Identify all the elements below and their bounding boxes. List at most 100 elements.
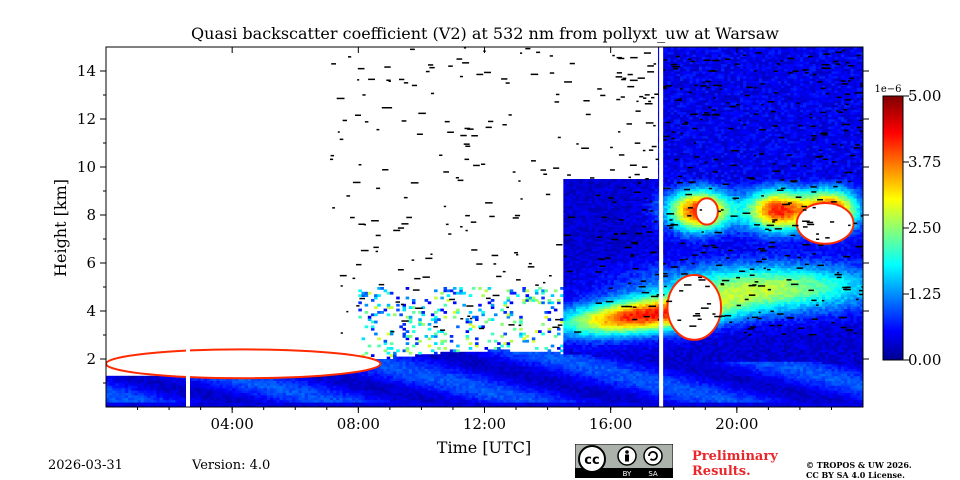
heatmap-cell xyxy=(598,215,602,218)
heatmap-cell xyxy=(279,387,284,391)
heatmap-cell xyxy=(572,234,577,237)
heatmap-cell xyxy=(273,385,277,389)
heatmap-cell xyxy=(503,387,507,391)
heatmap-cell xyxy=(610,339,615,343)
heatmap-cell xyxy=(598,294,602,297)
heatmap-cell xyxy=(538,368,542,372)
heatmap-cell xyxy=(598,229,602,233)
heatmap-cell xyxy=(263,397,268,401)
heatmap-cell xyxy=(613,318,618,321)
heatmap-cell xyxy=(629,371,634,374)
heatmap-cell xyxy=(238,395,243,398)
heatmap-cell xyxy=(591,335,596,338)
heatmap-cell xyxy=(456,380,460,384)
heatmap-cell xyxy=(200,390,205,393)
heatmap-cell xyxy=(408,361,413,365)
heatmap-cell xyxy=(481,378,485,381)
heatmap-cell xyxy=(396,361,400,365)
heatmap-cell xyxy=(471,397,476,401)
heatmap-cell xyxy=(434,387,438,391)
heatmap-cell xyxy=(598,397,602,401)
heatmap-cell xyxy=(601,349,605,353)
heatmap-cell xyxy=(500,308,504,312)
heatmap-cell xyxy=(560,349,564,353)
heatmap-cell xyxy=(623,241,627,245)
heatmap-cell xyxy=(307,399,312,403)
heatmap-cell xyxy=(585,311,589,314)
heatmap-cell xyxy=(329,378,334,381)
heatmap-cell xyxy=(563,287,567,290)
heatmap-cell xyxy=(311,380,315,384)
heatmap-cell xyxy=(563,229,567,233)
heatmap-cell xyxy=(585,287,589,290)
heatmap-cell xyxy=(563,195,567,199)
heatmap-cell xyxy=(257,385,261,389)
heatmap-cell xyxy=(575,227,580,230)
heatmap-cell xyxy=(594,224,599,228)
heatmap-cell xyxy=(352,404,356,407)
heatmap-cell xyxy=(594,282,599,285)
heatmap-cell xyxy=(610,303,615,307)
heatmap-cell xyxy=(270,380,274,384)
heatmap-cell xyxy=(377,383,381,386)
heatmap-cell xyxy=(547,404,552,407)
heatmap-cell xyxy=(534,330,539,333)
heatmap-cell xyxy=(238,399,243,403)
heatmap-cell xyxy=(572,387,577,391)
heatmap-cell xyxy=(405,359,410,362)
heatmap-cell xyxy=(534,361,539,365)
heatmap-cell xyxy=(525,366,530,369)
heatmap-cell xyxy=(389,390,394,393)
heatmap-cell xyxy=(623,339,627,343)
heatmap-cell xyxy=(607,181,612,185)
heatmap-cell xyxy=(579,399,583,403)
heatmap-cell xyxy=(575,231,580,235)
heatmap-cell xyxy=(465,351,470,355)
heatmap-cell xyxy=(572,270,577,273)
heatmap-cell xyxy=(538,385,542,389)
heatmap-cell xyxy=(251,395,255,398)
heatmap-cell xyxy=(604,222,608,225)
heatmap-cell xyxy=(519,354,523,357)
heatmap-cell xyxy=(531,390,536,393)
heatmap-cell xyxy=(153,385,157,389)
heatmap-cell xyxy=(408,402,413,405)
heatmap-cell xyxy=(411,301,416,305)
heatmap-cell xyxy=(465,337,470,341)
heatmap-cell xyxy=(620,241,624,245)
heatmap-cell xyxy=(383,368,388,372)
heatmap-cell xyxy=(588,380,593,384)
heatmap-cell xyxy=(525,335,530,338)
heatmap-cell xyxy=(497,368,501,372)
heatmap-cell xyxy=(374,399,378,403)
heatmap-cell xyxy=(525,375,530,379)
heatmap-cell xyxy=(468,359,473,362)
heatmap-cell xyxy=(232,399,236,403)
heatmap-cell xyxy=(415,373,419,377)
heatmap-cell xyxy=(547,327,552,331)
heatmap-cell xyxy=(582,183,586,187)
heatmap-cell xyxy=(320,402,325,405)
heatmap-cell xyxy=(374,395,378,398)
heatmap-cell xyxy=(279,399,284,403)
heatmap-cell xyxy=(594,313,599,317)
heatmap-cell xyxy=(367,390,372,393)
heatmap-cell xyxy=(604,224,608,228)
heatmap-cell xyxy=(143,399,148,403)
heatmap-cell xyxy=(140,380,145,384)
heatmap-cell xyxy=(475,375,479,379)
heatmap-cell xyxy=(169,402,173,405)
heatmap-cell xyxy=(298,399,302,403)
heatmap-cell xyxy=(585,275,589,278)
heatmap-cell xyxy=(481,380,485,384)
heatmap-cell xyxy=(241,390,246,393)
heatmap-cell xyxy=(588,390,593,393)
heatmap-cell xyxy=(484,373,489,377)
heatmap-cell xyxy=(601,378,605,381)
heatmap-cell xyxy=(569,253,574,257)
heatmap-cell xyxy=(452,385,457,389)
heatmap-cell xyxy=(298,387,302,391)
heatmap-cell xyxy=(443,385,448,389)
heatmap-cell xyxy=(566,359,571,362)
heatmap-cell xyxy=(377,337,381,341)
